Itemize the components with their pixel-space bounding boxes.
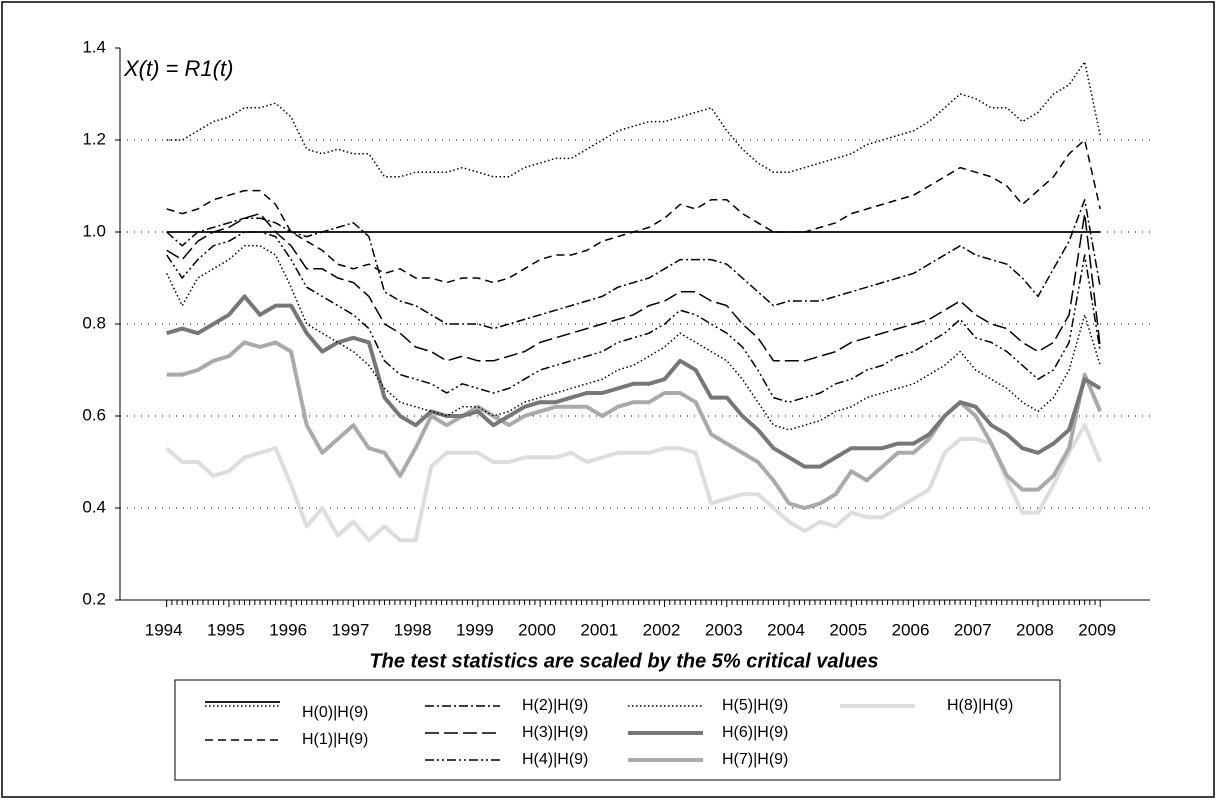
x-tick-label: 2007 [954, 620, 992, 639]
legend-label: H(0)|H(9) [302, 704, 368, 721]
x-tick-label: 1994 [145, 620, 183, 639]
legend-label: H(2)|H(9) [522, 697, 588, 714]
x-tick-label: 2003 [705, 620, 743, 639]
x-tick-label: 2004 [767, 620, 805, 639]
series-line [166, 245, 1101, 431]
y-tick-label: 1.0 [82, 221, 106, 240]
x-tick-label: 2009 [1078, 620, 1116, 639]
legend-label: H(1)|H(9) [302, 731, 368, 748]
x-tick-label: 1999 [456, 620, 494, 639]
x-tick-label: 1996 [269, 620, 307, 639]
y-tick-label: 1.2 [82, 129, 106, 148]
x-axis-label: The test statistics are scaled by the 5%… [369, 650, 878, 672]
x-tick-label: 1997 [331, 620, 369, 639]
legend-label: H(8)|H(9) [947, 697, 1013, 714]
series-line [166, 199, 1101, 330]
legend-label: H(6)|H(9) [722, 724, 788, 741]
legend-box [174, 679, 1061, 781]
legend-label: H(7)|H(9) [722, 751, 788, 768]
x-tick-label: 2006 [892, 620, 930, 639]
x-tick-label: 2008 [1016, 620, 1054, 639]
series-line [166, 139, 1101, 284]
series-line [166, 61, 1101, 178]
annotation: X(t) = R1(t) [123, 56, 233, 81]
legend-label: H(3)|H(9) [522, 724, 588, 741]
y-tick-label: 0.6 [82, 405, 106, 424]
x-tick-label: 1995 [207, 620, 245, 639]
x-tick-label: 2000 [518, 620, 556, 639]
series-line [166, 340, 1103, 510]
series-line [166, 294, 1102, 469]
series-line [166, 212, 1101, 362]
x-tick-label: 2001 [580, 620, 618, 639]
x-tick-label: 2005 [829, 620, 867, 639]
y-tick-label: 0.4 [82, 497, 106, 516]
legend-label: H(5)|H(9) [722, 697, 788, 714]
legend-label: H(4)|H(9) [522, 751, 588, 768]
series-line [165, 423, 1103, 543]
series-line [166, 231, 1101, 403]
y-tick-label: 1.4 [82, 37, 106, 56]
x-tick-label: 2002 [643, 620, 681, 639]
y-tick-label: 0.2 [82, 589, 106, 608]
y-tick-label: 0.8 [82, 313, 106, 332]
x-tick-label: 1998 [394, 620, 432, 639]
